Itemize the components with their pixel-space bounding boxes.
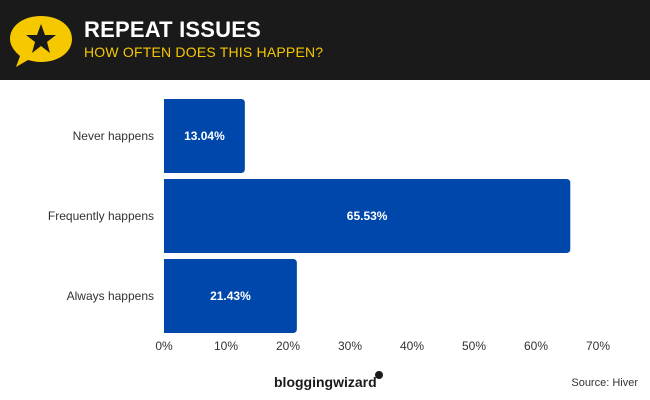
bar-value-label: 13.04% (184, 129, 225, 143)
bar-chart: 13.04% Never happens 65.53% Frequently happ… (48, 99, 610, 353)
category-label: Never happens (73, 129, 154, 143)
bar-frequently-happens (164, 179, 571, 253)
x-tick-label: 30% (338, 339, 362, 353)
bar-value-label: 65.53% (347, 209, 388, 223)
x-tick-label: 10% (214, 339, 238, 353)
x-tick-label: 20% (276, 339, 300, 353)
logo-dot-icon (374, 371, 383, 379)
chart-subtitle: HOW OFTEN DOES THIS HAPPEN? (84, 44, 324, 60)
category-label: Frequently happens (48, 209, 154, 223)
source-note: Source: Hiver (571, 377, 638, 389)
brand-name: bloggingwizard (274, 374, 377, 390)
bar-always-happens (164, 259, 297, 333)
star-speech-bubble-icon (10, 16, 72, 67)
category-label: Always happens (67, 289, 154, 303)
x-tick-label: 0% (155, 339, 173, 353)
bar-never-happens (164, 99, 245, 173)
bar-value-label: 21.43% (210, 289, 251, 303)
x-tick-label: 60% (524, 339, 548, 353)
chart-title: REPEAT ISSUES (84, 17, 262, 42)
x-tick-label: 40% (400, 339, 424, 353)
x-tick-label: 50% (462, 339, 486, 353)
brand-logo: bloggingwizard (274, 371, 385, 390)
header: REPEAT ISSUES HOW OFTEN DOES THIS HAPPEN… (0, 0, 650, 80)
x-tick-label: 70% (586, 339, 610, 353)
